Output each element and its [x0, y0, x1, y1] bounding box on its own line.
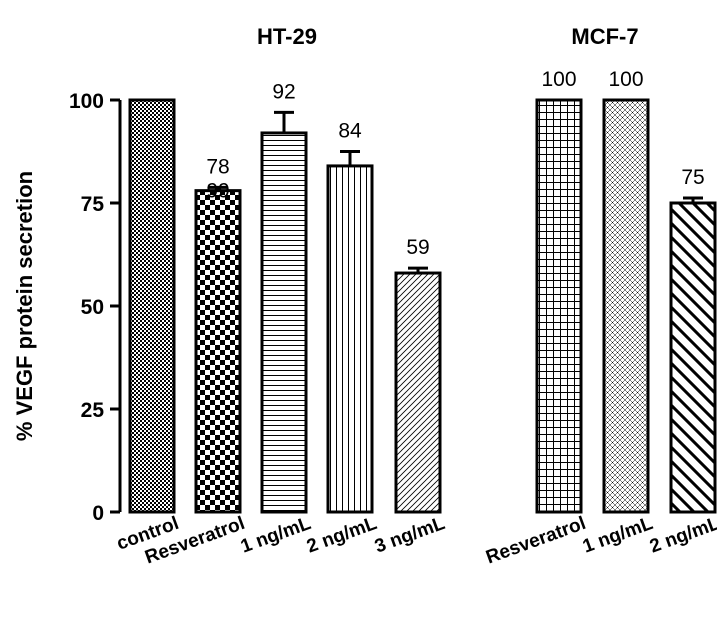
data-label: 59	[406, 236, 429, 259]
y-ticks: 0 25 50 75 100	[69, 90, 120, 525]
data-label: 75	[681, 166, 704, 189]
bar	[394, 271, 442, 514]
y-tick-label: 50	[81, 296, 104, 319]
category-label: 1 ng/mL	[238, 513, 314, 558]
bar	[669, 201, 717, 514]
y-tick-label: 100	[69, 90, 104, 113]
bar	[535, 98, 583, 514]
group-title: HT-29	[257, 24, 317, 49]
overlap-label: 99	[206, 180, 229, 203]
category-label: 2 ng/mL	[647, 513, 717, 558]
data-label: 100	[541, 68, 576, 91]
axes: 0 25 50 75 100	[69, 90, 122, 525]
bar	[326, 164, 374, 514]
bar	[194, 189, 242, 514]
data-label: 92	[272, 80, 295, 103]
group-title: MCF-7	[571, 24, 638, 49]
data-label: 84	[338, 120, 362, 143]
bar	[128, 98, 176, 514]
bars: 78 92 84 59 100 100 75 99	[128, 68, 717, 514]
category-label: Resveratrol	[483, 513, 588, 568]
category-label: 2 ng/mL	[304, 513, 380, 558]
data-label: 100	[608, 68, 643, 91]
y-tick-label: 75	[81, 193, 105, 216]
y-axis-label: % VEGF protein secretion	[12, 171, 37, 441]
y-tick-label: 0	[92, 502, 104, 525]
category-label: 1 ng/mL	[580, 513, 656, 558]
bar	[260, 131, 308, 514]
y-tick-label: 25	[81, 399, 105, 422]
category-label: 3 ng/mL	[372, 513, 448, 558]
data-label: 78	[206, 155, 229, 178]
group-titles: HT-29 MCF-7	[257, 24, 639, 49]
bar	[602, 98, 650, 514]
